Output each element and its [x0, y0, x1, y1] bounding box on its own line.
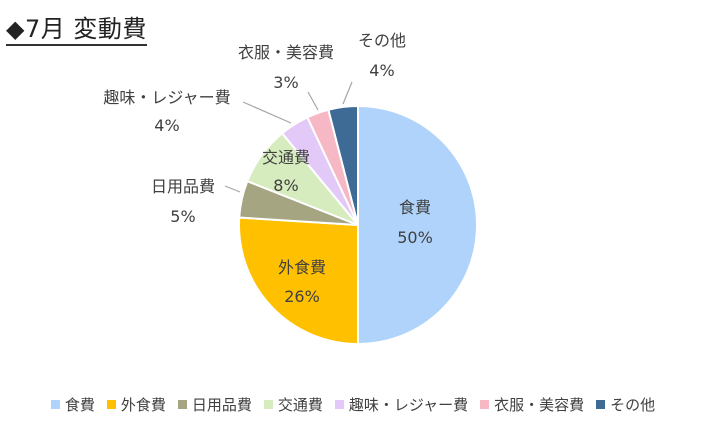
leader-line	[342, 81, 353, 105]
data-label-category: 趣味・レジャー費	[103, 88, 230, 107]
pie-slice	[327, 104, 359, 226]
legend-swatch	[596, 400, 606, 409]
legend-item: 日用品費	[177, 394, 252, 415]
legend-item: 交通費	[263, 394, 323, 415]
pie-slice	[238, 216, 359, 346]
data-label-category: その他	[358, 31, 406, 50]
legend-swatch	[263, 400, 273, 409]
legend-item: 趣味・レジャー費	[334, 394, 469, 415]
legend-swatch	[50, 400, 60, 409]
data-label-category: 外食費	[278, 258, 326, 277]
legend-item: その他	[596, 394, 655, 415]
legend-swatch	[177, 400, 187, 409]
legend-label: 日用品費	[191, 396, 252, 414]
legend-swatch	[334, 400, 344, 409]
legend-item: 外食費	[106, 394, 166, 415]
legend-label: 外食費	[120, 396, 166, 414]
data-label-percent: 50%	[397, 228, 433, 247]
data-label-category: 交通費	[262, 148, 310, 167]
data-label-percent: 4%	[154, 116, 179, 135]
legend-label: 食費	[64, 396, 95, 414]
data-label-percent: 3%	[273, 73, 298, 92]
legend-item: 食費	[50, 394, 95, 415]
legend-label: 交通費	[277, 396, 323, 414]
data-label-category: 日用品費	[151, 177, 215, 196]
legend-label: 趣味・レジャー費	[348, 396, 469, 414]
leader-line	[242, 101, 292, 124]
legend-label: その他	[610, 396, 656, 414]
leader-line	[224, 185, 241, 193]
data-label-category: 食費	[399, 198, 431, 217]
legend-label: 衣服・美容費	[494, 396, 585, 414]
data-label-percent: 8%	[273, 176, 298, 195]
chart-legend: 食費 外食費 日用品費 交通費 趣味・レジャー費 衣服・美容費 その他	[0, 394, 706, 415]
leader-line	[307, 91, 319, 111]
data-label-category: 衣服・美容費	[238, 43, 334, 62]
data-label-percent: 26%	[284, 287, 320, 306]
legend-swatch	[480, 400, 490, 409]
legend-swatch	[106, 400, 116, 409]
data-label-percent: 4%	[369, 61, 394, 80]
legend-item: 衣服・美容費	[480, 394, 584, 415]
data-label-percent: 5%	[170, 207, 195, 226]
chart-title: ◆7月 変動費	[6, 14, 147, 46]
pie-slice	[357, 104, 478, 346]
